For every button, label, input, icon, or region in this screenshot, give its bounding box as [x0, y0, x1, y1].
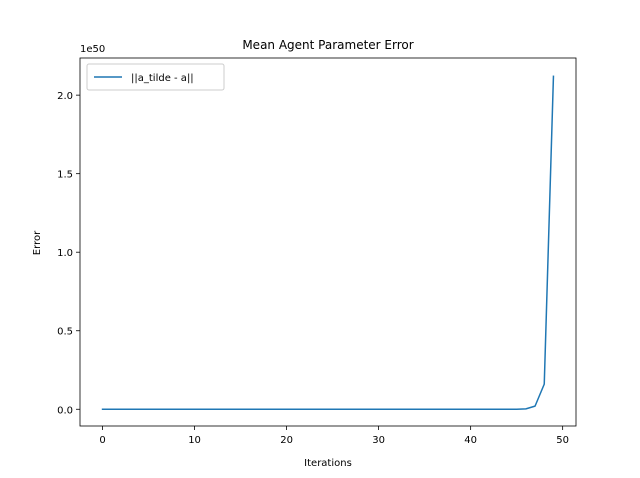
y-axis-title: Error: [32, 230, 43, 255]
x-tick-label: 50: [556, 435, 569, 446]
y-tick-label: 1.0: [57, 248, 73, 259]
y-offset-label: 1e50: [80, 44, 105, 55]
x-tick-label: 40: [464, 435, 477, 446]
x-tick-label: 10: [188, 435, 201, 446]
x-tick-label: 20: [280, 435, 293, 446]
plot-area: 0 10 20 30 40 50 0.0 0.5 1.0 1.5 2.0: [57, 57, 577, 446]
legend-label: ||a_tilde - a||: [131, 73, 194, 84]
y-tick-label: 0.5: [57, 327, 73, 338]
axes-frame: [79, 57, 577, 427]
legend-box: [86, 63, 225, 91]
series-line-0: [101, 75, 555, 411]
x-tick-label: 30: [372, 435, 385, 446]
y-tick-label: 2.0: [57, 91, 73, 102]
legend: ||a_tilde - a||: [86, 63, 225, 91]
chart-title: Mean Agent Parameter Error: [242, 38, 413, 52]
y-tick-label: 1.5: [57, 170, 73, 181]
x-tick-label: 0: [99, 435, 105, 446]
x-axis-title: Iterations: [304, 458, 352, 469]
y-tick-label: 0.0: [57, 405, 73, 416]
